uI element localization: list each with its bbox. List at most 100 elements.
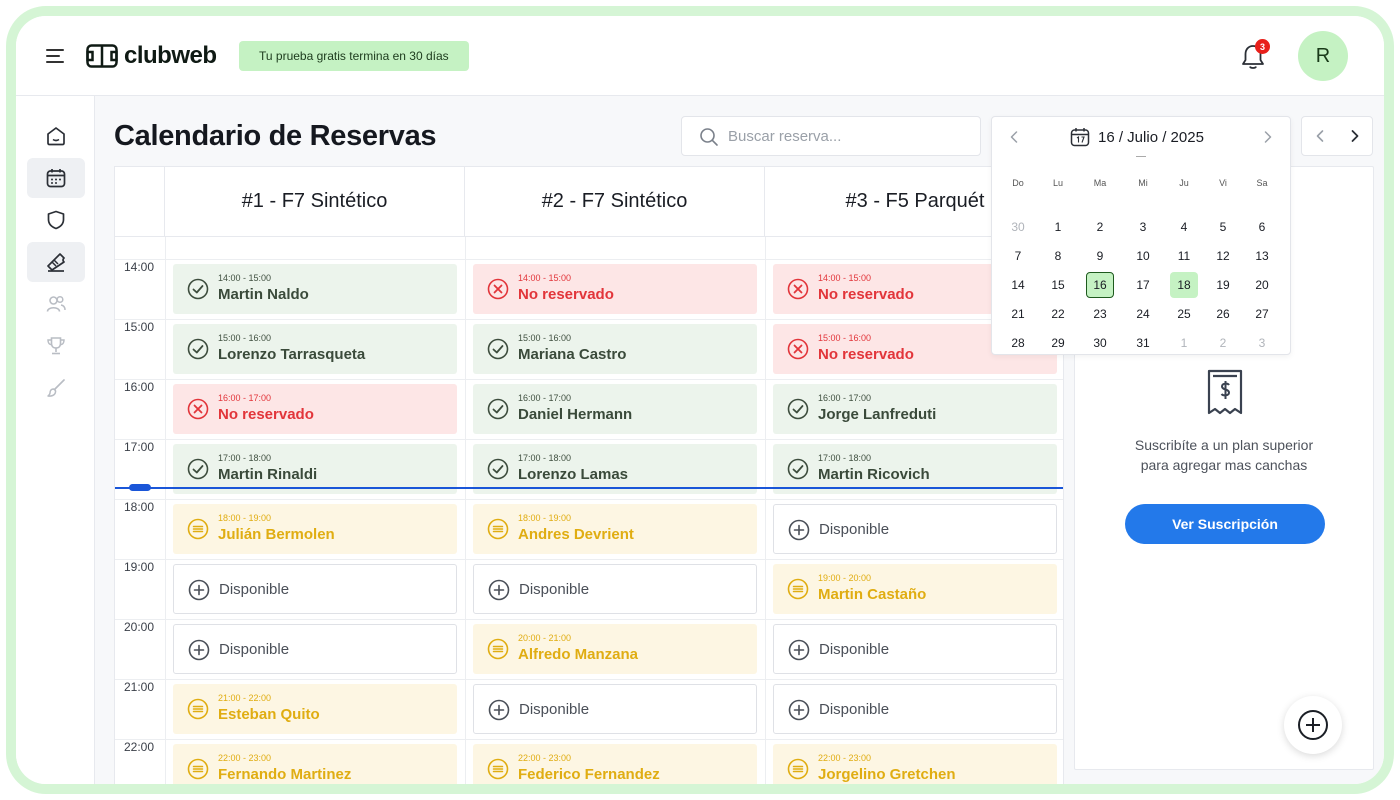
slot-name: Martin Castaño <box>818 586 927 603</box>
reservation-slot[interactable]: 18:00 - 19:00 Andres Devrient <box>473 504 757 554</box>
weekday-label: Ju <box>1179 178 1189 188</box>
sidebar-item-tournaments[interactable] <box>27 326 85 366</box>
reservation-slot[interactable]: 17:00 - 18:00 Martin Ricovich <box>773 444 1057 494</box>
view-subscription-button[interactable]: Ver Suscripción <box>1125 504 1325 544</box>
calendar-day[interactable]: 18 <box>1170 272 1198 298</box>
row-divider <box>115 679 1063 680</box>
reservation-slot[interactable]: 22:00 - 23:00 Federico Fernandez <box>473 744 757 784</box>
sidebar-item-users[interactable] <box>27 284 85 324</box>
calendar-day[interactable]: 10 <box>1136 249 1150 263</box>
previous-day-button[interactable] <box>1302 117 1337 155</box>
available-slot[interactable]: Disponible <box>173 624 457 674</box>
reservation-slot[interactable]: 14:00 - 15:00 Martin Naldo <box>173 264 457 314</box>
reservation-slot[interactable]: 20:00 - 21:00 Alfredo Manzana <box>473 624 757 674</box>
previous-month-button[interactable] <box>1004 127 1024 147</box>
available-slot[interactable]: Disponible <box>773 624 1057 674</box>
time-label: 19:00 <box>124 560 155 574</box>
avatar[interactable]: R <box>1298 31 1348 81</box>
chevron-left-icon <box>1316 130 1323 142</box>
calendar-day[interactable]: 30 <box>1011 220 1025 234</box>
calendar-day[interactable]: 2 <box>1219 336 1227 350</box>
calendar-day[interactable]: 31 <box>1136 336 1150 350</box>
available-slot[interactable]: Disponible <box>473 564 757 614</box>
check-circle-icon <box>787 458 809 480</box>
row-divider <box>115 739 1063 740</box>
calendar-day[interactable]: 9 <box>1096 249 1104 263</box>
search-input[interactable] <box>728 126 968 146</box>
reservation-slot[interactable]: 16:00 - 17:00 Daniel Hermann <box>473 384 757 434</box>
court-header-2: #2 - F7 Sintético <box>465 167 765 237</box>
sidebar-item-security[interactable] <box>27 200 85 240</box>
calendar-day[interactable]: 25 <box>1177 307 1191 321</box>
sidebar-item-calendar[interactable] <box>27 158 85 198</box>
reservation-slot[interactable]: 21:00 - 22:00 Esteban Quito <box>173 684 457 734</box>
calendar-day[interactable]: 1 <box>1180 336 1188 350</box>
calendar-day[interactable]: 8 <box>1054 249 1062 263</box>
sidebar-item-customize[interactable] <box>27 368 85 408</box>
sidebar-item-tickets[interactable] <box>27 242 85 282</box>
slot-time: 15:00 - 16:00 <box>518 333 572 343</box>
menu-icon[interactable] <box>46 46 66 66</box>
calendar-day[interactable]: 1 <box>1054 220 1062 234</box>
calendar-day[interactable]: 16 <box>1086 272 1114 298</box>
calendar-day[interactable]: 23 <box>1093 307 1107 321</box>
calendar-day[interactable]: 4 <box>1180 220 1188 234</box>
calendar-day[interactable]: 13 <box>1255 249 1269 263</box>
available-slot[interactable]: Disponible <box>173 564 457 614</box>
logo[interactable]: clubweb <box>86 40 217 72</box>
calendar-day[interactable]: 22 <box>1051 307 1065 321</box>
available-slot[interactable]: Disponible <box>773 684 1057 734</box>
date-picker-title[interactable]: 16 / Julio / 2025 <box>1070 127 1204 147</box>
calendar-day[interactable]: 14 <box>1011 278 1025 292</box>
weekday-label: Do <box>1012 178 1024 188</box>
brush-icon <box>47 379 65 397</box>
reservation-slot[interactable]: 15:00 - 16:00 Mariana Castro <box>473 324 757 374</box>
calendar-day[interactable]: 27 <box>1255 307 1269 321</box>
calendar-day[interactable]: 6 <box>1258 220 1266 234</box>
reservation-slot[interactable]: 17:00 - 18:00 Martin Rinaldi <box>173 444 457 494</box>
calendar-day[interactable]: 21 <box>1011 307 1025 321</box>
calendar-day[interactable]: 12 <box>1216 249 1230 263</box>
calendar-day[interactable]: 17 <box>1136 278 1150 292</box>
calendar-day[interactable]: 15 <box>1051 278 1065 292</box>
reservation-slot[interactable]: 17:00 - 18:00 Lorenzo Lamas <box>473 444 757 494</box>
check-circle-icon <box>787 398 809 420</box>
reservation-slot[interactable]: 22:00 - 23:00 Fernando Martinez <box>173 744 457 784</box>
available-slot[interactable]: Disponible <box>473 684 757 734</box>
calendar-day[interactable]: 7 <box>1014 249 1022 263</box>
calendar-day[interactable]: 26 <box>1216 307 1230 321</box>
calendar-day[interactable]: 29 <box>1051 336 1065 350</box>
reservation-slot[interactable]: 16:00 - 17:00 No reservado <box>173 384 457 434</box>
slot-time: 16:00 - 17:00 <box>518 393 572 403</box>
slot-time: 18:00 - 19:00 <box>518 513 572 523</box>
calendar-day[interactable]: 20 <box>1255 278 1269 292</box>
sidebar-item-home[interactable] <box>27 116 85 156</box>
reservation-slot[interactable]: 19:00 - 20:00 Martin Castaño <box>773 564 1057 614</box>
reservation-slot[interactable]: 18:00 - 19:00 Julián Bermolen <box>173 504 457 554</box>
reservation-slot[interactable]: 16:00 - 17:00 Jorge Lanfreduti <box>773 384 1057 434</box>
pending-circle-icon <box>187 758 209 780</box>
upsell-line-1: Suscribíte a un plan superior <box>1134 437 1314 453</box>
calendar-day[interactable]: 19 <box>1216 278 1230 292</box>
reservation-slot[interactable]: 15:00 - 16:00 Lorenzo Tarrasqueta <box>173 324 457 374</box>
calendar-day[interactable]: 28 <box>1011 336 1025 350</box>
slot-name: No reservado <box>818 286 914 303</box>
slot-time: 18:00 - 19:00 <box>218 513 272 523</box>
pending-circle-icon <box>487 758 509 780</box>
calendar-day[interactable]: 3 <box>1139 220 1147 234</box>
reservation-slot[interactable]: 14:00 - 15:00 No reservado <box>473 264 757 314</box>
calendar-day[interactable]: 24 <box>1136 307 1150 321</box>
reservation-slot[interactable]: 22:00 - 23:00 Jorgelino Gretchen <box>773 744 1057 784</box>
add-reservation-button[interactable] <box>1284 696 1342 754</box>
pending-circle-icon <box>787 758 809 780</box>
calendar-day[interactable]: 30 <box>1093 336 1107 350</box>
calendar-day[interactable]: 5 <box>1219 220 1227 234</box>
calendar-day[interactable]: 11 <box>1177 249 1191 263</box>
check-circle-icon <box>187 338 209 360</box>
next-month-button[interactable] <box>1258 127 1278 147</box>
calendar-day[interactable]: 3 <box>1258 336 1266 350</box>
calendar-day[interactable]: 2 <box>1096 220 1104 234</box>
available-slot[interactable]: Disponible <box>773 504 1057 554</box>
next-day-button[interactable] <box>1337 117 1372 155</box>
grid-corner <box>115 167 165 237</box>
